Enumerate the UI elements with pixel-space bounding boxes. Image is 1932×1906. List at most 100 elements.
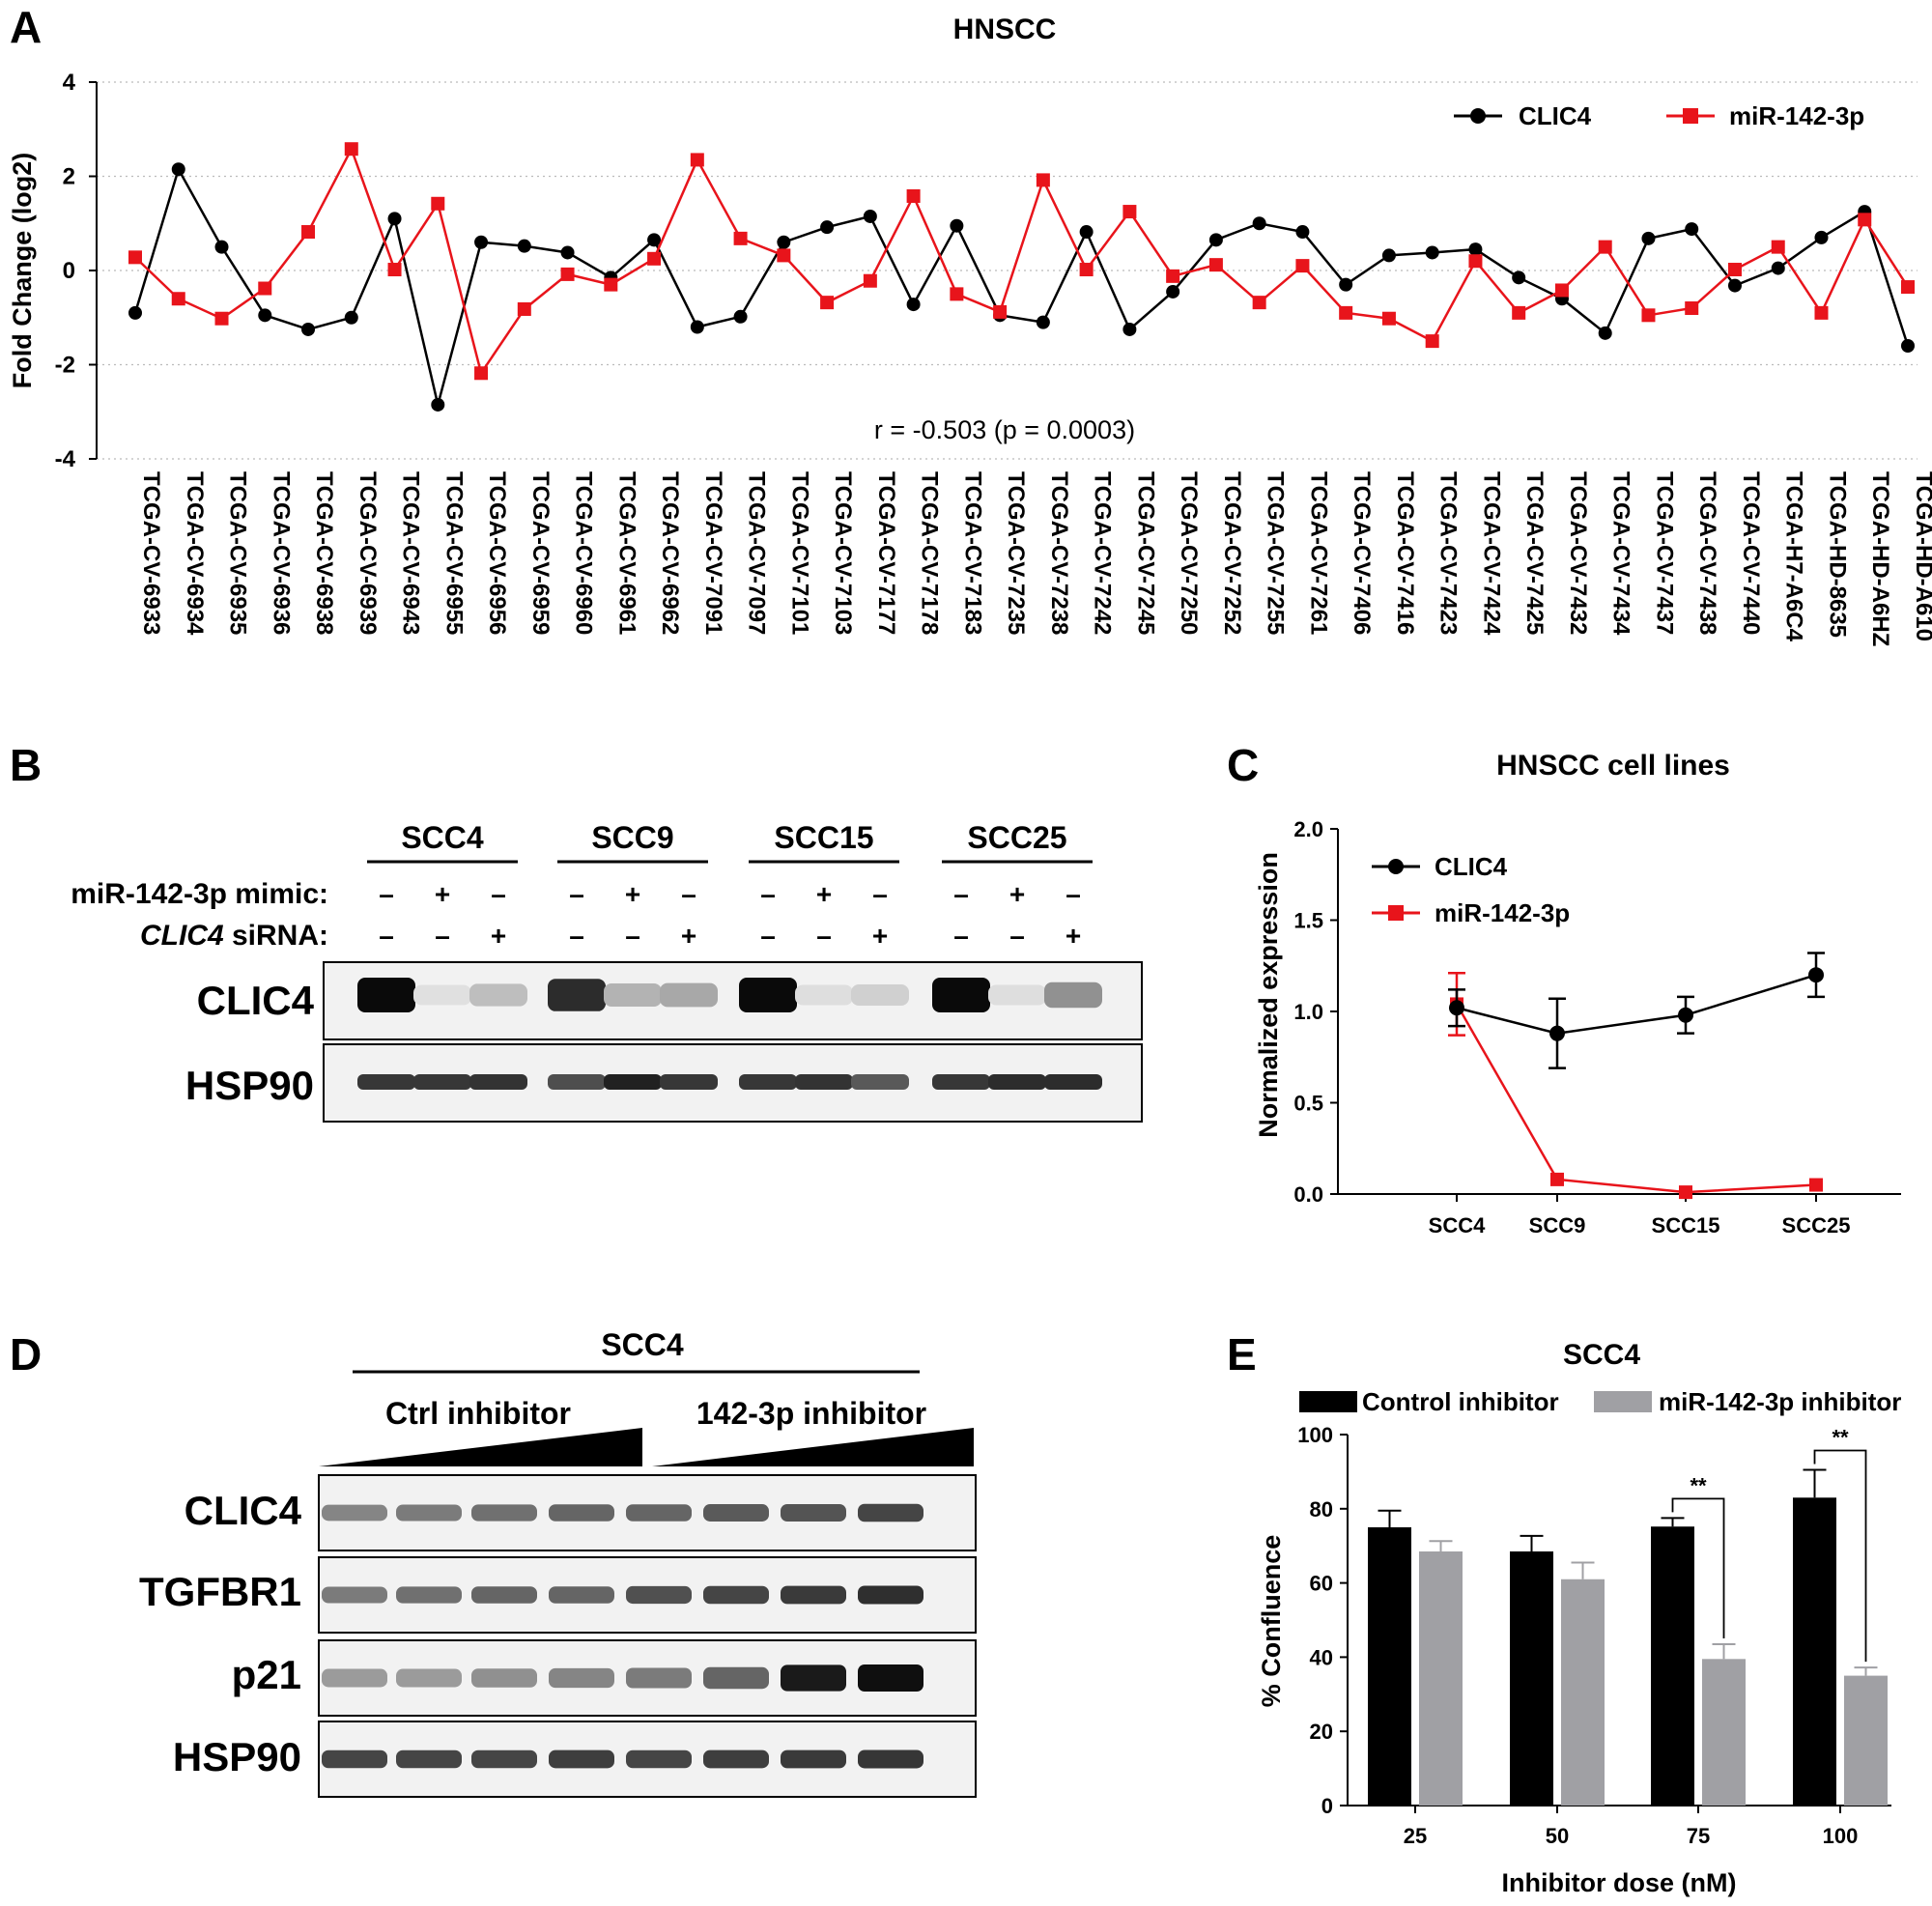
data-point-a-mir [1901, 280, 1915, 295]
data-point-a-clic4 [1381, 248, 1396, 263]
significance-bracket [1813, 1449, 1867, 1663]
band-clic4 [795, 984, 853, 1006]
y-tick-label-e: 40 [1310, 1645, 1333, 1669]
significance-bracket [1671, 1497, 1725, 1638]
series-line-c-clic4 [1456, 974, 1817, 1035]
band-clic4 [396, 1504, 462, 1522]
x-tick-label-a: TCGA-CV-7440 [1738, 471, 1764, 635]
y-tick-label-e: 100 [1297, 1423, 1333, 1447]
blot-d-label: p21 [232, 1652, 301, 1697]
data-point-a-mir [301, 225, 316, 240]
band-tgfbr1 [703, 1585, 769, 1605]
mimic-sign: + [625, 879, 640, 909]
y-axis-label-a: Fold Change (log2) [8, 153, 37, 388]
data-point-a-clic4 [1512, 270, 1526, 285]
sirna-sign: – [953, 921, 969, 951]
sirna-sign: – [816, 921, 832, 951]
data-point-a-mir [1685, 301, 1699, 315]
data-point-a-clic4 [1208, 233, 1223, 247]
band-hsp90 [548, 1074, 606, 1090]
data-point-a-clic4 [301, 322, 316, 336]
panel-letter-a: A [10, 2, 42, 52]
band-clic4 [739, 978, 797, 1012]
mimic-sign: – [379, 879, 394, 909]
blot-d-group2-label: 142-3p inhibitor [696, 1396, 926, 1431]
band-hsp90 [781, 1750, 846, 1769]
band-hsp90 [739, 1074, 797, 1090]
x-tick-label-a: TCGA-CV-7432 [1565, 471, 1591, 635]
blot-d-label: TGFBR1 [139, 1569, 301, 1614]
series-line-a-clic4 [133, 165, 1910, 406]
blot-b-signs: – + – – + – – + – – + – – – + – – + – – + – – + [379, 879, 1081, 951]
legend-label-c-mir: miR-142-3p [1435, 898, 1570, 927]
band-hsp90 [471, 1750, 537, 1769]
band-clic4 [413, 984, 471, 1006]
x-tick-label-a: TCGA-CV-7261 [1305, 471, 1331, 635]
x-tick-label-a: TCGA-CV-6943 [398, 471, 424, 635]
data-point-a-mir [690, 153, 704, 167]
data-point-a-clic4 [258, 308, 272, 323]
cell-line-label-b: SCC9 [591, 820, 673, 855]
data-point-a-mir [1036, 173, 1050, 187]
bar-inhibitor [1844, 1675, 1888, 1806]
data-point-a-clic4 [1295, 225, 1310, 240]
band-clic4 [858, 1503, 923, 1522]
band-hsp90 [703, 1750, 769, 1769]
x-tick-label-a: TCGA-CV-7438 [1694, 471, 1720, 635]
data-point-a-mir [387, 263, 402, 277]
blot-d-label: CLIC4 [185, 1488, 302, 1533]
band-tgfbr1 [626, 1585, 692, 1605]
data-point-a-clic4 [1036, 315, 1050, 329]
data-point-a-clic4 [474, 235, 489, 249]
x-tick-label-a: TCGA-CV-6962 [657, 471, 683, 635]
mimic-sign: + [1009, 879, 1025, 909]
x-tick-label-e: 100 [1823, 1824, 1859, 1848]
panel-letter-b: B [10, 740, 42, 790]
panel-letter-c: C [1227, 740, 1259, 790]
data-point-c-clic4 [1678, 1007, 1693, 1023]
data-point-a-clic4 [1814, 230, 1829, 244]
chart-title-a: HNSCC [953, 14, 1057, 45]
x-tick-label-a: TCGA-CV-6938 [311, 471, 337, 635]
x-tick-label-a: TCGA-CV-7177 [873, 471, 899, 635]
x-tick-label-a: TCGA-HD-8635 [1824, 471, 1850, 638]
data-point-c-mir [1679, 1185, 1692, 1200]
data-point-a-mir [1425, 334, 1439, 349]
band-hsp90 [626, 1750, 692, 1769]
grid-a [97, 81, 1918, 460]
x-tick-label-a: TCGA-HD-A610 [1911, 471, 1932, 641]
band-clic4 [626, 1504, 692, 1522]
bar-inhibitor [1419, 1550, 1463, 1806]
mimic-sign: – [569, 879, 584, 909]
x-tick-label-a: TCGA-CV-7183 [959, 471, 985, 635]
blot-d-bands [322, 1503, 923, 1769]
x-tick-label-a: TCGA-CV-7424 [1478, 471, 1504, 636]
band-clic4 [1044, 981, 1102, 1009]
data-point-a-clic4 [1122, 322, 1137, 336]
data-point-a-mir [950, 287, 964, 301]
ticks-e: 0 20 40 60 80 100 25 50 75 100 [1297, 1423, 1858, 1848]
bar-control [1510, 1550, 1553, 1806]
data-point-a-clic4 [733, 309, 748, 324]
x-tick-label-a: TCGA-CV-7250 [1176, 471, 1202, 635]
data-point-a-mir [1166, 269, 1180, 283]
sirna-sign: + [491, 921, 506, 951]
x-tick-label-a: TCGA-CV-7245 [1132, 471, 1158, 635]
band-hsp90 [660, 1074, 718, 1090]
band-hsp90 [851, 1074, 909, 1090]
data-point-a-clic4 [1771, 261, 1785, 275]
blot-b-label-hsp90: HSP90 [185, 1063, 314, 1108]
bar-inhibitor [1561, 1579, 1605, 1806]
data-point-a-clic4 [128, 305, 142, 320]
series-c [1448, 952, 1825, 1200]
band-p21 [471, 1668, 537, 1688]
bar-control [1368, 1527, 1411, 1806]
data-point-a-clic4 [387, 212, 402, 226]
mimic-sign: + [435, 879, 450, 909]
x-tick-label-a: TCGA-CV-6936 [268, 471, 294, 635]
band-hsp90 [322, 1750, 387, 1769]
sirna-gene: CLIC4 [140, 920, 224, 952]
data-point-a-mir [777, 248, 791, 263]
band-tgfbr1 [781, 1585, 846, 1605]
data-point-a-mir [1858, 213, 1872, 227]
